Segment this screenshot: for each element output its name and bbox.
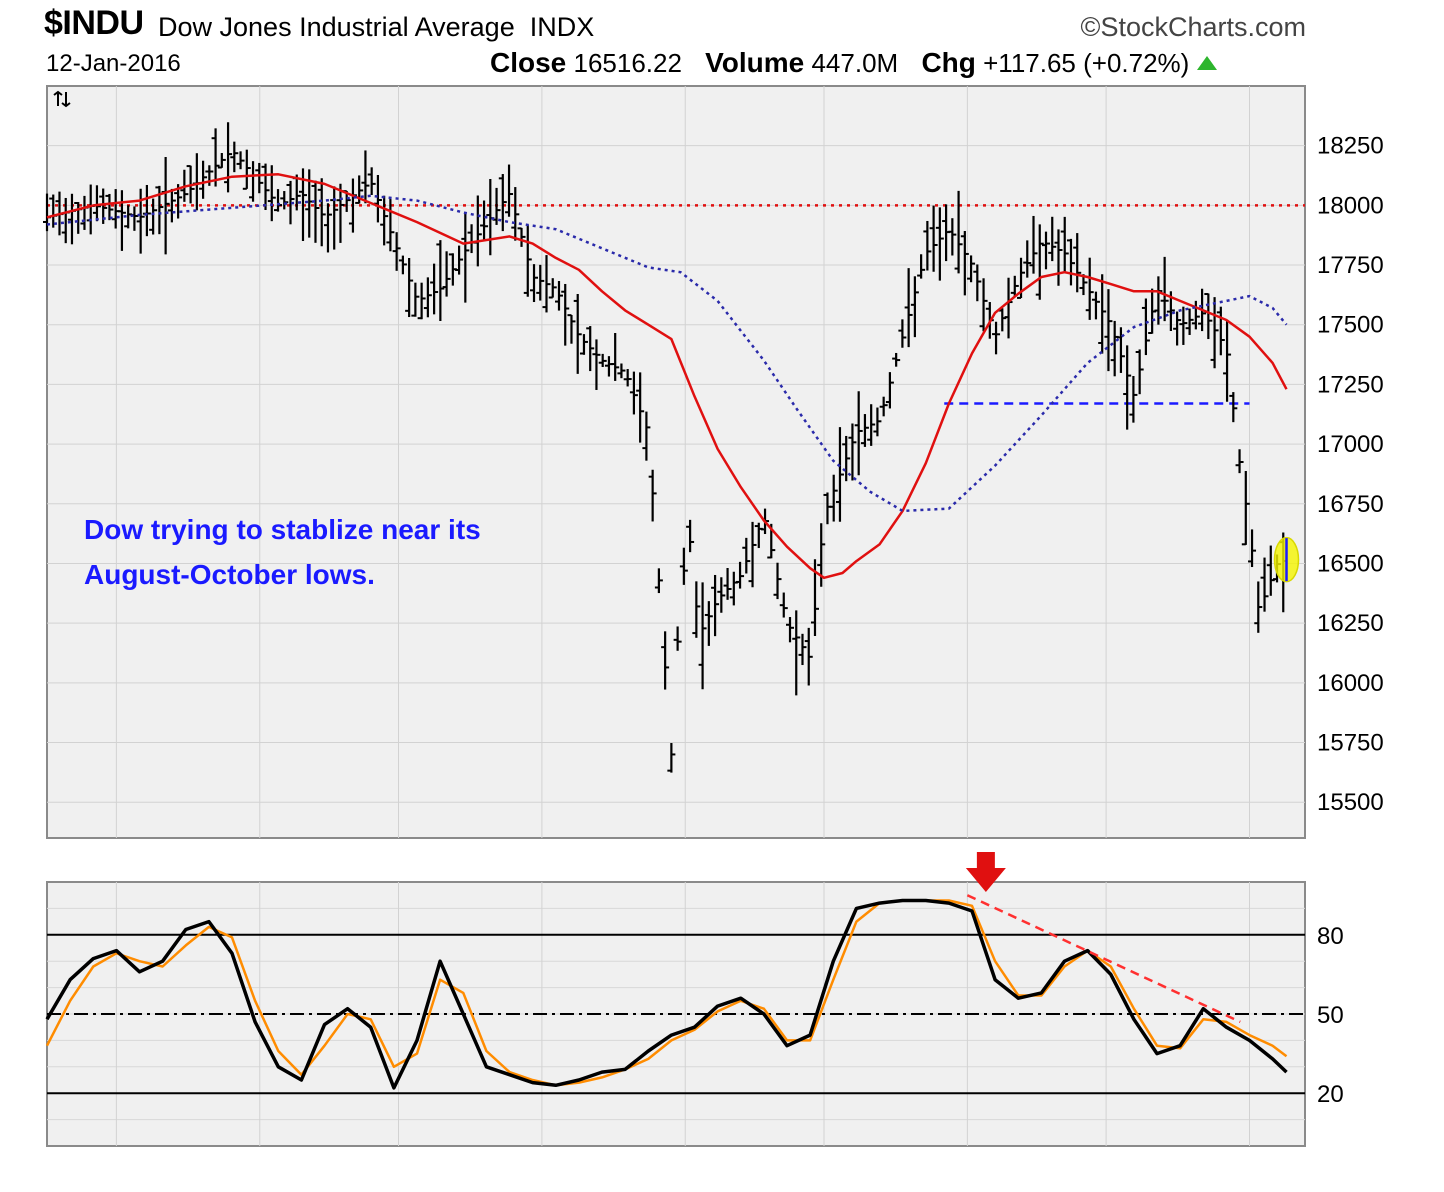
chg-label: Chg	[921, 47, 976, 78]
oscillator-tick-label: 20	[1317, 1081, 1344, 1108]
price-tick-label: 15500	[1317, 789, 1384, 816]
annotation-line: August-October lows.	[84, 559, 375, 590]
price-plot-area	[46, 85, 1306, 839]
oscillator-trendline	[966, 894, 1241, 1024]
close-value: 16516.22	[573, 48, 682, 78]
down-arrow-icon	[965, 852, 1006, 892]
oscillator-panel: 20 50 80	[45, 852, 1344, 1147]
price-tick-label: 16250	[1317, 610, 1384, 637]
index-name: Dow Jones Industrial Average INDX	[158, 12, 594, 43]
price-tick-label: 17500	[1317, 312, 1384, 339]
price-bars	[43, 122, 1288, 773]
up-triangle-icon	[1197, 56, 1218, 70]
chart-date: 12-Jan-2016	[46, 50, 181, 77]
exchange-code: INDX	[529, 12, 595, 42]
price-tick-label: 17000	[1317, 431, 1384, 458]
annotation-line: Dow trying to stablize near its	[84, 514, 481, 545]
price-legend	[53, 90, 71, 108]
volume-label: Volume	[705, 47, 805, 78]
price-tick-label: 16750	[1317, 491, 1384, 518]
close-label: Close	[490, 47, 567, 78]
quote-summary: Close 16516.22 Volume 447.0M Chg +117.65…	[490, 47, 1218, 79]
chg-value: +117.65 (+0.72%)	[983, 48, 1190, 78]
oscillator-tick-label: 50	[1317, 1002, 1344, 1029]
price-tick-label: 16500	[1317, 550, 1384, 577]
symbol-title: $INDU	[44, 4, 144, 42]
price-tick-label: 18000	[1317, 192, 1384, 219]
oscillator-line	[45, 898, 1288, 1090]
candle-bars-icon	[53, 90, 71, 108]
price-panel: 15500 15750 16000 16250 16500 16750 17000 17250…	[43, 85, 1384, 839]
price-tick-label: 17250	[1317, 371, 1384, 398]
index-full-name: Dow Jones Industrial Average	[158, 12, 515, 42]
price-tick-label: 15750	[1317, 730, 1384, 757]
price-tick-label: 17750	[1317, 252, 1384, 279]
price-tick-label: 18250	[1317, 133, 1384, 160]
fast-moving-average-line	[46, 173, 1288, 580]
volume-value: 447.0M	[811, 48, 899, 78]
oscillator-tick-label: 80	[1317, 923, 1344, 950]
price-tick-label: 16000	[1317, 670, 1384, 697]
stockcharts-logo: ©StockCharts.com	[1080, 12, 1306, 42]
